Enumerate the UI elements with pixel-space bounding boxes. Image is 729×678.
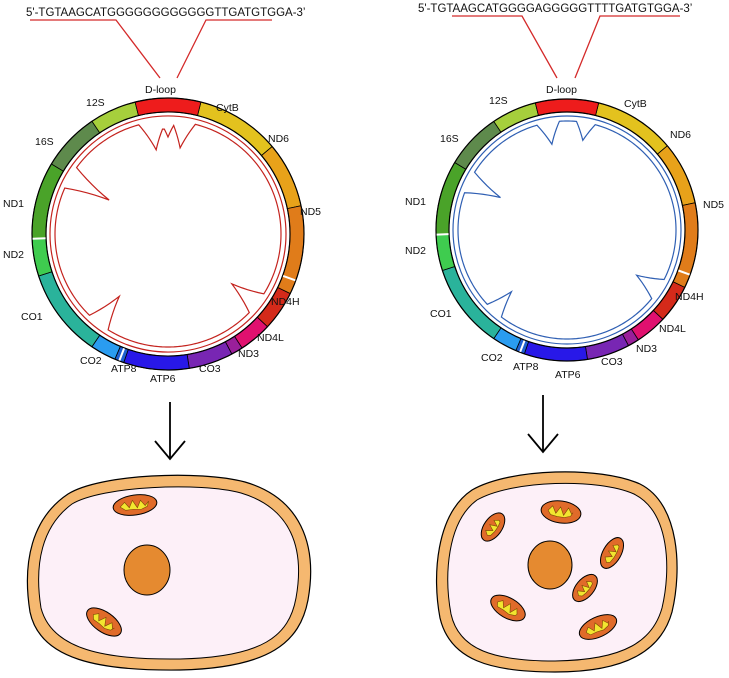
left-label-nd3: ND3	[238, 348, 259, 360]
right-label-nd1: ND1	[405, 196, 426, 208]
right-label-12s: 12S	[489, 95, 508, 107]
right-sequence: 5'-TGTAAGCATGGGGAGGGGGTTTTGATGTGGA-3’	[418, 3, 692, 15]
left-callout-line-a	[30, 19, 161, 79]
right-mitochondrion-5	[490, 594, 526, 622]
left-cell	[26, 474, 312, 671]
right-inner-strand-outer	[452, 115, 682, 345]
left-nucleus	[123, 544, 171, 596]
right-label-dloop: D-loop	[546, 84, 577, 96]
left-label-nd6: ND6	[268, 133, 289, 145]
left-sequence: 5'-TGTAAGCATGGGGGGGGGGGGTTGATGTGGA-3’	[26, 7, 305, 19]
left-ring-breaks	[32, 237, 296, 361]
left-label-co3: CO3	[199, 363, 221, 375]
left-mitochondrion-1	[112, 494, 158, 516]
right-nucleus	[527, 540, 573, 590]
left-arrow	[154, 402, 186, 461]
right-mitochondrion-4	[572, 573, 598, 603]
left-label-nd1: ND1	[3, 198, 24, 210]
left-label-dloop: D-loop	[145, 84, 176, 96]
right-arrow	[527, 395, 559, 454]
right-label-atp8: ATP8	[513, 361, 539, 373]
right-label-co1: CO1	[430, 308, 452, 320]
right-label-co2: CO2	[481, 352, 503, 364]
right-label-atp6: ATP6	[555, 369, 581, 381]
right-cell	[436, 471, 678, 673]
right-callout-line-a	[452, 15, 558, 79]
right-label-co3: CO3	[601, 356, 623, 368]
right-mitochondrion-6	[578, 614, 618, 640]
right-ring-outline	[435, 98, 699, 362]
right-label-cytb: CytB	[624, 98, 647, 110]
right-label-nd4l: ND4L	[659, 323, 686, 335]
left-inner-strand-outer	[49, 115, 287, 353]
right-callout-line-b	[574, 15, 680, 79]
left-label-nd5: ND5	[300, 206, 321, 218]
right-mtdna-ring	[435, 98, 699, 362]
left-label-nd4l: ND4L	[257, 332, 284, 344]
right-label-nd2: ND2	[405, 245, 426, 257]
left-label-nd4h: ND4H	[271, 296, 300, 308]
left-ring-outline	[31, 97, 305, 371]
right-label-nd4h: ND4H	[675, 291, 704, 303]
right-mitochondrion-1	[540, 500, 582, 524]
right-label-nd3: ND3	[636, 343, 657, 355]
right-label-nd5: ND5	[703, 199, 724, 211]
right-mitochondrion-2	[480, 512, 506, 542]
right-label-16s: 16S	[440, 133, 459, 145]
left-label-12s: 12S	[86, 97, 105, 109]
right-segment-nd2	[435, 233, 456, 271]
left-mitochondrion-2	[86, 607, 122, 637]
left-label-atp8: ATP8	[111, 363, 137, 375]
right-label-nd6: ND6	[670, 129, 691, 141]
right-ring-breaks	[436, 233, 690, 353]
right-segment-atp6	[523, 341, 588, 362]
left-label-nd2: ND2	[3, 249, 24, 261]
left-segment-dloop	[134, 97, 202, 117]
right-panel: 5'-TGTAAGCATGGGGAGGGGGTTTTGATGTGGA-3’	[405, 3, 724, 673]
left-inner-strand	[54, 123, 282, 348]
left-label-16s: 16S	[35, 136, 54, 148]
left-label-co1: CO1	[21, 311, 43, 323]
left-label-cytb: CytB	[216, 102, 239, 114]
left-label-co2: CO2	[80, 355, 102, 367]
left-panel: 5'-TGTAAGCATGGGGGGGGGGGGTTGATGTGGA-3’	[3, 7, 321, 671]
right-inner-strand	[457, 120, 677, 340]
left-callout-line-b	[176, 19, 272, 79]
left-label-atp6: ATP6	[150, 373, 176, 385]
left-mtdna-ring	[31, 97, 305, 371]
left-segment-nd2	[31, 237, 53, 277]
right-mitochondrion-3	[599, 537, 625, 569]
left-segment-nd5	[277, 205, 305, 295]
